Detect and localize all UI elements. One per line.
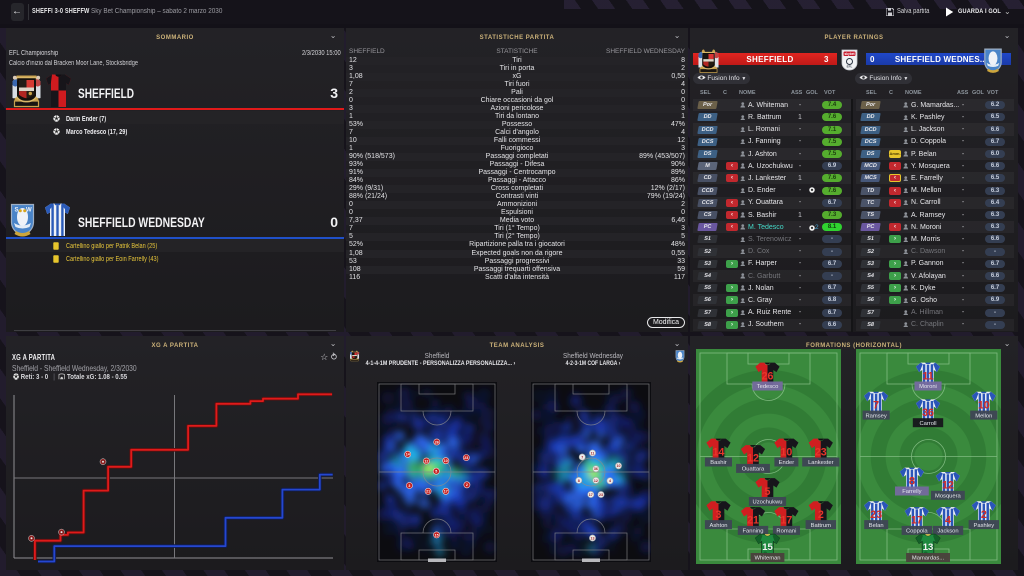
svg-text:2: 2 xyxy=(981,508,987,520)
svg-text:W: W xyxy=(26,208,32,214)
svg-text:3: 3 xyxy=(716,508,722,520)
svg-text:2: 2 xyxy=(818,508,824,520)
svg-text:Mosquera: Mosquera xyxy=(935,493,962,499)
svg-text:7: 7 xyxy=(873,399,879,411)
svg-text:5: 5 xyxy=(435,470,437,474)
svg-text:10: 10 xyxy=(617,464,621,468)
svg-text:Ramsey: Ramsey xyxy=(865,413,886,419)
svg-text:Jackson: Jackson xyxy=(937,528,958,534)
svg-text:Battrum: Battrum xyxy=(811,522,831,528)
svg-text:7: 7 xyxy=(581,455,583,459)
svg-text:17: 17 xyxy=(444,490,448,494)
svg-text:Uzochukwu: Uzochukwu xyxy=(753,499,783,505)
svg-text:15: 15 xyxy=(435,533,439,537)
svg-text:13: 13 xyxy=(923,542,934,553)
svg-text:2: 2 xyxy=(466,483,468,487)
svg-text:Farrelly: Farrelly xyxy=(902,489,921,495)
svg-text:8: 8 xyxy=(909,475,915,487)
svg-text:12: 12 xyxy=(747,452,759,464)
svg-text:Carroll: Carroll xyxy=(919,420,936,426)
svg-text:Whiteman: Whiteman xyxy=(754,555,780,561)
svg-text:10: 10 xyxy=(978,399,990,411)
svg-text:Mamardas...: Mamardas... xyxy=(912,555,945,561)
svg-text:Belan: Belan xyxy=(869,522,884,528)
svg-text:Mellon: Mellon xyxy=(975,413,992,419)
svg-text:36: 36 xyxy=(594,467,598,471)
svg-text:Fanning: Fanning xyxy=(743,528,764,534)
svg-text:17: 17 xyxy=(780,514,792,526)
svg-text:4: 4 xyxy=(945,514,951,526)
svg-text:26: 26 xyxy=(762,370,774,382)
svg-text:EFL: EFL xyxy=(847,65,853,69)
svg-text:15: 15 xyxy=(762,542,773,553)
svg-text:23: 23 xyxy=(815,446,827,458)
svg-text:5: 5 xyxy=(765,485,771,497)
svg-text:Lankester: Lankester xyxy=(808,460,834,466)
svg-text:12: 12 xyxy=(424,459,428,463)
svg-text:Ouattara: Ouattara xyxy=(742,466,765,472)
svg-text:26: 26 xyxy=(435,440,439,444)
svg-text:Tedesco: Tedesco xyxy=(757,384,779,390)
svg-text:36: 36 xyxy=(922,406,934,418)
svg-text:13: 13 xyxy=(591,536,595,540)
svg-text:3: 3 xyxy=(408,484,410,488)
svg-text:14: 14 xyxy=(713,446,725,458)
svg-text:21: 21 xyxy=(426,490,430,494)
svg-text:11: 11 xyxy=(591,451,595,455)
svg-text:S: S xyxy=(15,208,19,214)
svg-text:11: 11 xyxy=(922,370,933,382)
svg-text:Ender: Ender xyxy=(779,460,795,466)
svg-text:23: 23 xyxy=(870,508,882,520)
svg-text:10: 10 xyxy=(780,446,792,458)
svg-text:17: 17 xyxy=(911,514,923,526)
svg-text:12: 12 xyxy=(594,479,598,483)
svg-text:23: 23 xyxy=(599,493,603,497)
svg-text:17: 17 xyxy=(589,493,593,497)
svg-text:Romani: Romani xyxy=(776,528,796,534)
svg-text:23: 23 xyxy=(464,456,468,460)
svg-text:Coppola: Coppola xyxy=(906,528,928,534)
svg-text:Bashir: Bashir xyxy=(710,460,727,466)
svg-text:4: 4 xyxy=(609,479,611,483)
svg-text:Ashton: Ashton xyxy=(709,522,727,528)
svg-text:8: 8 xyxy=(578,479,580,483)
svg-text:21: 21 xyxy=(747,514,759,526)
svg-text:Pashley: Pashley xyxy=(973,522,994,528)
svg-text:10: 10 xyxy=(444,459,448,463)
svg-text:skybet: skybet xyxy=(844,52,855,56)
svg-text:12: 12 xyxy=(942,479,954,491)
svg-text:Moroni: Moroni xyxy=(919,384,937,390)
svg-text:14: 14 xyxy=(406,453,410,457)
